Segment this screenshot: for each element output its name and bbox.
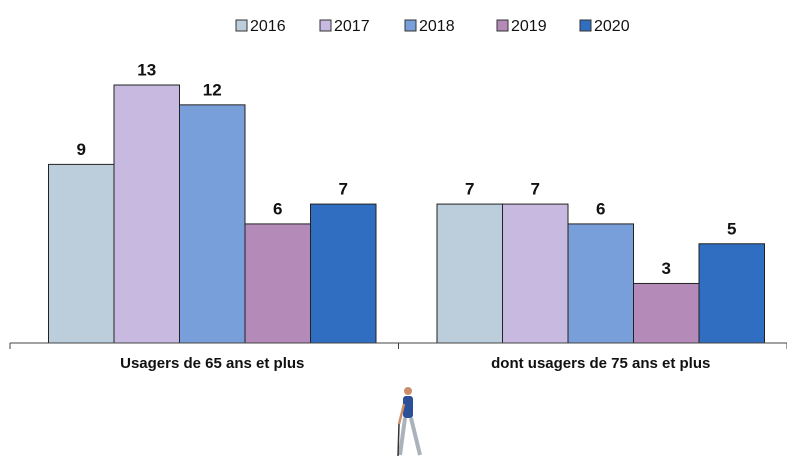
- bar: [113, 84, 180, 344]
- value-label: 9: [77, 140, 86, 159]
- value-label: 7: [465, 180, 474, 199]
- x-tick-label: Usagers de 65 ans et plus: [120, 355, 304, 372]
- legend-label: 2020: [594, 18, 630, 35]
- legend-swatch: [579, 19, 592, 32]
- value-label: 12: [203, 80, 222, 99]
- bar: [48, 163, 115, 344]
- value-label: 6: [273, 199, 282, 218]
- legend-swatch: [235, 19, 248, 32]
- legend-swatch: [496, 19, 509, 32]
- value-label: 3: [662, 259, 671, 278]
- bar: [633, 282, 700, 344]
- legend-swatch: [404, 19, 417, 32]
- bar: [244, 223, 311, 344]
- walker-icon: [397, 387, 422, 457]
- bar: [310, 203, 377, 344]
- x-tick-label: dont usagers de 75 ans et plus: [491, 355, 710, 372]
- legend-label: 2016: [250, 18, 286, 35]
- bar: [502, 203, 569, 344]
- legend-label: 2017: [334, 18, 370, 35]
- value-label: 6: [596, 199, 605, 218]
- legend-swatch: [319, 19, 332, 32]
- value-label: 5: [727, 219, 736, 238]
- bar: [436, 203, 503, 344]
- bar: [179, 104, 246, 344]
- bar: [567, 223, 634, 344]
- bar: [698, 243, 765, 344]
- legend-label: 2019: [511, 18, 547, 35]
- value-label: 7: [531, 180, 540, 199]
- value-label: 7: [339, 180, 348, 199]
- legend-label: 2018: [419, 18, 455, 35]
- value-label: 13: [137, 60, 156, 79]
